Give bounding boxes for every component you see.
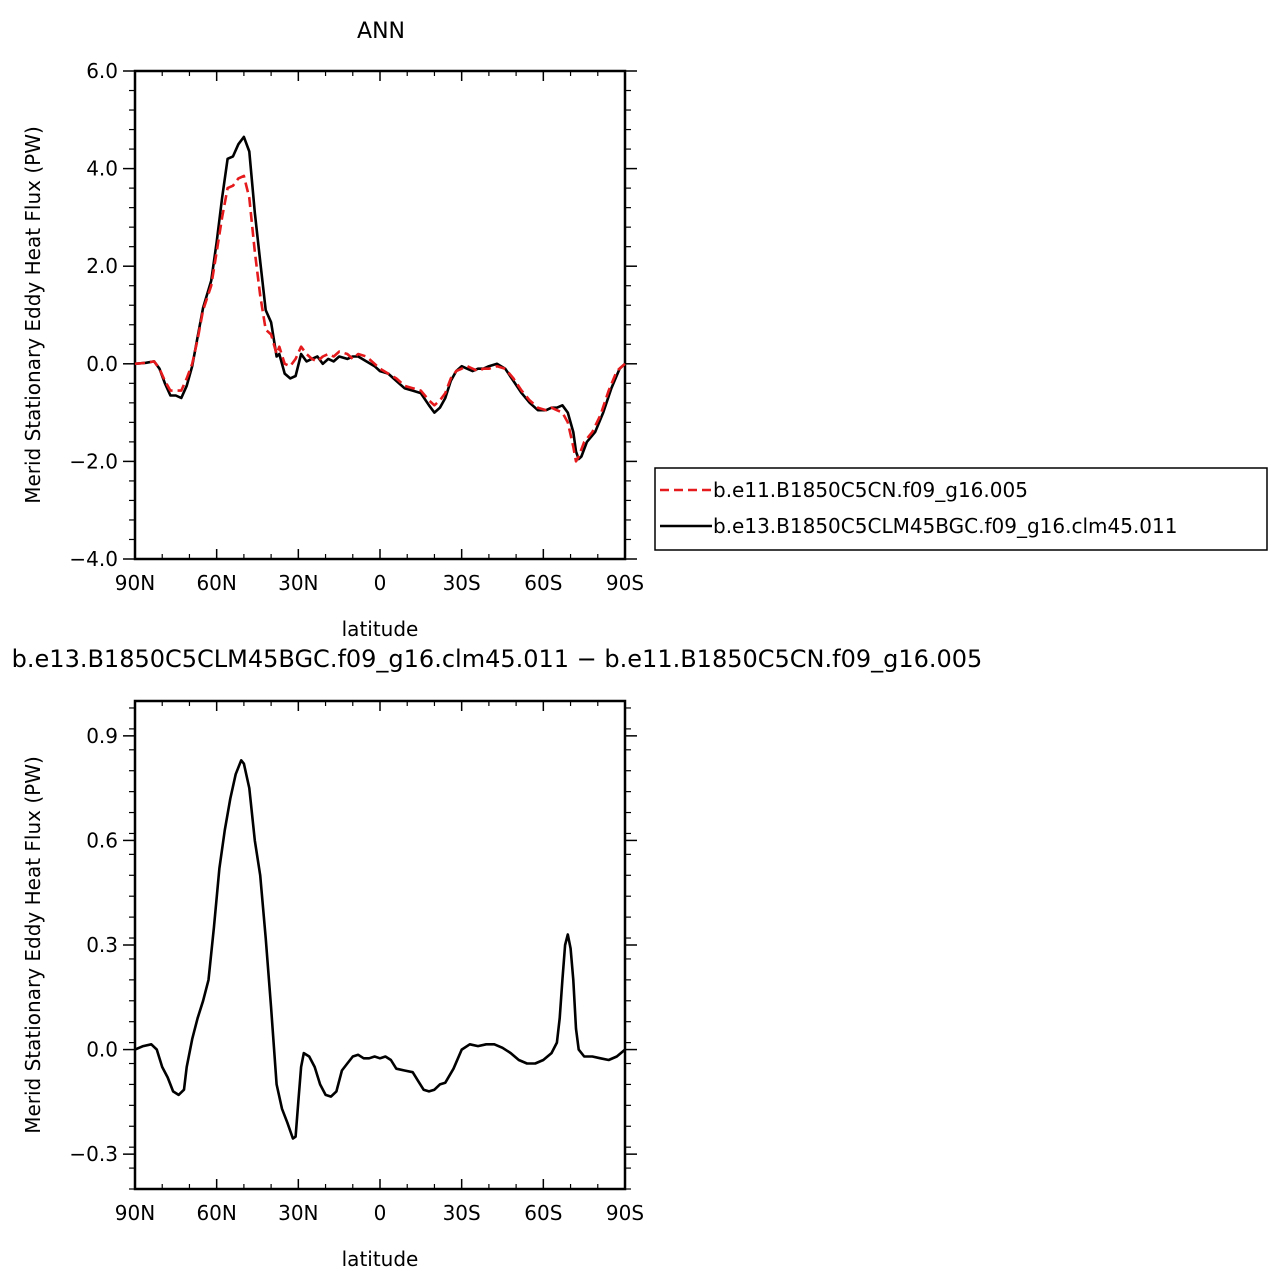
bottom-y-tick-label: 0.6: [86, 828, 118, 852]
top-y-axis-label: Merid Stationary Eddy Heat Flux (PW): [21, 126, 45, 504]
top-x-tick-label: 60S: [524, 571, 562, 595]
bottom-y-tick-label: 0.9: [86, 724, 118, 748]
top-series-line-2: [134, 135, 626, 461]
bottom-x-tick-label: 60S: [524, 1201, 562, 1225]
top-y-tick-label: 6.0: [86, 59, 118, 83]
top-series-line-1: [134, 174, 626, 463]
legend-box: [654, 467, 1268, 551]
bottom-y-tick-label: 0.3: [86, 933, 118, 957]
top-y-tick-label: 0.0: [86, 352, 118, 376]
top-x-tick-label: 30S: [443, 571, 481, 595]
bottom-axis-ticks: 90N 60N 30N 0 30S 60S 90S −0.3 0.0 0.3 0.6 0.9: [69, 701, 644, 1225]
bottom-x-tick-label: 90N: [115, 1201, 155, 1225]
bottom-x-axis-label: latitude: [342, 1247, 419, 1271]
bottom-x-tick-label: 60N: [196, 1201, 236, 1225]
top-x-axis-label: latitude: [342, 617, 419, 641]
top-x-tick-label: 60N: [196, 571, 236, 595]
bottom-x-tick-label: 90S: [606, 1201, 644, 1225]
legend-label-series-1: b.e11.B1850C5CN.f09_g16.005: [713, 478, 1028, 502]
legend-label-series-2: b.e13.B1850C5CLM45BGC.f09_g16.clm45.011: [713, 514, 1177, 538]
top-y-tick-label: −2.0: [69, 449, 118, 473]
bottom-y-tick-label: −0.3: [69, 1142, 118, 1166]
bottom-series-group: [134, 759, 626, 1140]
legend: b.e11.B1850C5CN.f09_g16.005 b.e13.B1850C…: [654, 467, 1268, 551]
top-series-group: [134, 135, 626, 463]
top-plot-frame: [133, 69, 627, 561]
bottom-plot-frame: [133, 699, 627, 1191]
bottom-chart-title: b.e13.B1850C5CLM45BGC.f09_g16.clm45.011 …: [12, 645, 983, 673]
bottom-y-tick-label: 0.0: [86, 1038, 118, 1062]
top-y-tick-label: 4.0: [86, 157, 118, 181]
top-x-tick-label: 90S: [606, 571, 644, 595]
top-axis-ticks: 90N 60N 30N 0 30S 60S 90S −4.0 −2.0 0.0 2.0 4.0 6.0: [69, 59, 644, 595]
top-y-tick-label: −4.0: [69, 547, 118, 571]
top-y-tick-label: 2.0: [86, 254, 118, 278]
top-x-tick-label: 0: [374, 571, 387, 595]
bottom-y-axis-label: Merid Stationary Eddy Heat Flux (PW): [21, 756, 45, 1134]
top-x-tick-label: 30N: [278, 571, 318, 595]
bottom-panel: b.e13.B1850C5CLM45BGC.f09_g16.clm45.011 …: [12, 645, 983, 1271]
bottom-series-line-1: [134, 759, 626, 1140]
top-chart-title: ANN: [357, 19, 405, 44]
top-x-tick-label: 90N: [115, 571, 155, 595]
bottom-x-tick-label: 30S: [443, 1201, 481, 1225]
bottom-x-tick-label: 30N: [278, 1201, 318, 1225]
bottom-x-tick-label: 0: [374, 1201, 387, 1225]
top-panel: ANN 90N 60N 30N 0 30S 60S 90S −4.0 −2.0 0.0 2.0 4.0…: [21, 19, 1268, 641]
